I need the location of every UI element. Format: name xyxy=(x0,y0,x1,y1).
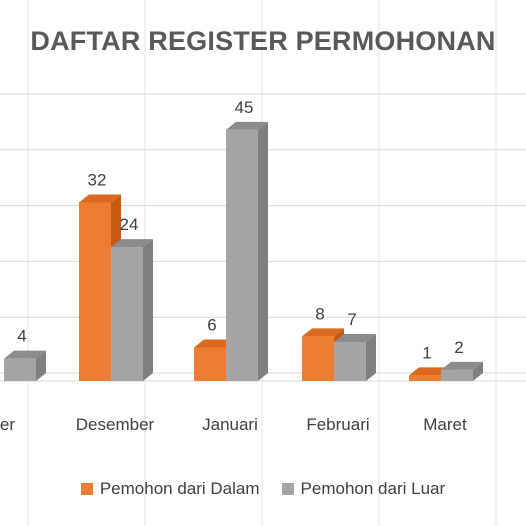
bar-side xyxy=(473,361,483,381)
data-label: 7 xyxy=(347,310,356,329)
data-label: 4 xyxy=(17,327,26,346)
x-tick-label: Maret xyxy=(423,415,467,434)
data-label: 8 xyxy=(315,304,324,323)
bar-front xyxy=(302,336,334,381)
bar-top xyxy=(194,339,236,348)
data-label: 6 xyxy=(207,316,216,335)
bar-front xyxy=(409,375,441,381)
x-tick-label: Januari xyxy=(202,415,258,434)
bar-luar-desember xyxy=(111,239,153,381)
bar-front xyxy=(79,202,111,381)
bar-top xyxy=(302,328,344,337)
legend-item-dalam: Pemohon dari Dalam xyxy=(80,479,260,499)
data-label: 2 xyxy=(454,338,463,357)
legend-swatch-dalam xyxy=(80,483,93,495)
bar-side xyxy=(36,350,46,381)
bar-top xyxy=(4,350,46,359)
bar-front xyxy=(334,341,366,381)
x-tick-label: Februari xyxy=(306,415,369,434)
bar-front xyxy=(441,369,473,381)
legend-label-dalam: Pemohon dari Dalam xyxy=(99,479,260,498)
bar-luar-ber xyxy=(4,350,46,381)
data-label: 24 xyxy=(120,215,139,234)
bar-top xyxy=(79,194,121,203)
bar-top xyxy=(226,121,268,130)
bar-side xyxy=(143,239,153,381)
chart-legend: Pemohon dari Dalam Pemohon dari Luar xyxy=(0,479,526,499)
bar-luar-maret xyxy=(441,361,483,381)
bar-luar-januari xyxy=(226,121,268,382)
bar-luar-februari xyxy=(334,333,376,381)
x-tick-label: Desember xyxy=(76,415,155,434)
bar-front xyxy=(194,347,226,381)
legend-item-luar: Pemohon dari Luar xyxy=(281,479,446,499)
bar-front xyxy=(111,247,143,381)
bar-top xyxy=(334,333,376,342)
bar-front xyxy=(4,358,36,381)
data-label: 32 xyxy=(88,170,107,189)
chart-title: DAFTAR REGISTER PERMOHONAN xyxy=(30,26,496,56)
bar-side xyxy=(366,333,376,381)
data-label: 45 xyxy=(235,98,254,117)
legend-label-luar: Pemohon dari Luar xyxy=(300,479,446,498)
bar-front xyxy=(226,129,258,381)
bar-top xyxy=(111,239,153,248)
legend-swatch-luar xyxy=(281,483,294,495)
bar-top xyxy=(409,367,451,376)
x-tick-label: ber xyxy=(0,415,15,434)
data-label: 1 xyxy=(422,343,431,362)
bar-side xyxy=(258,121,268,382)
bar-top xyxy=(441,361,483,370)
